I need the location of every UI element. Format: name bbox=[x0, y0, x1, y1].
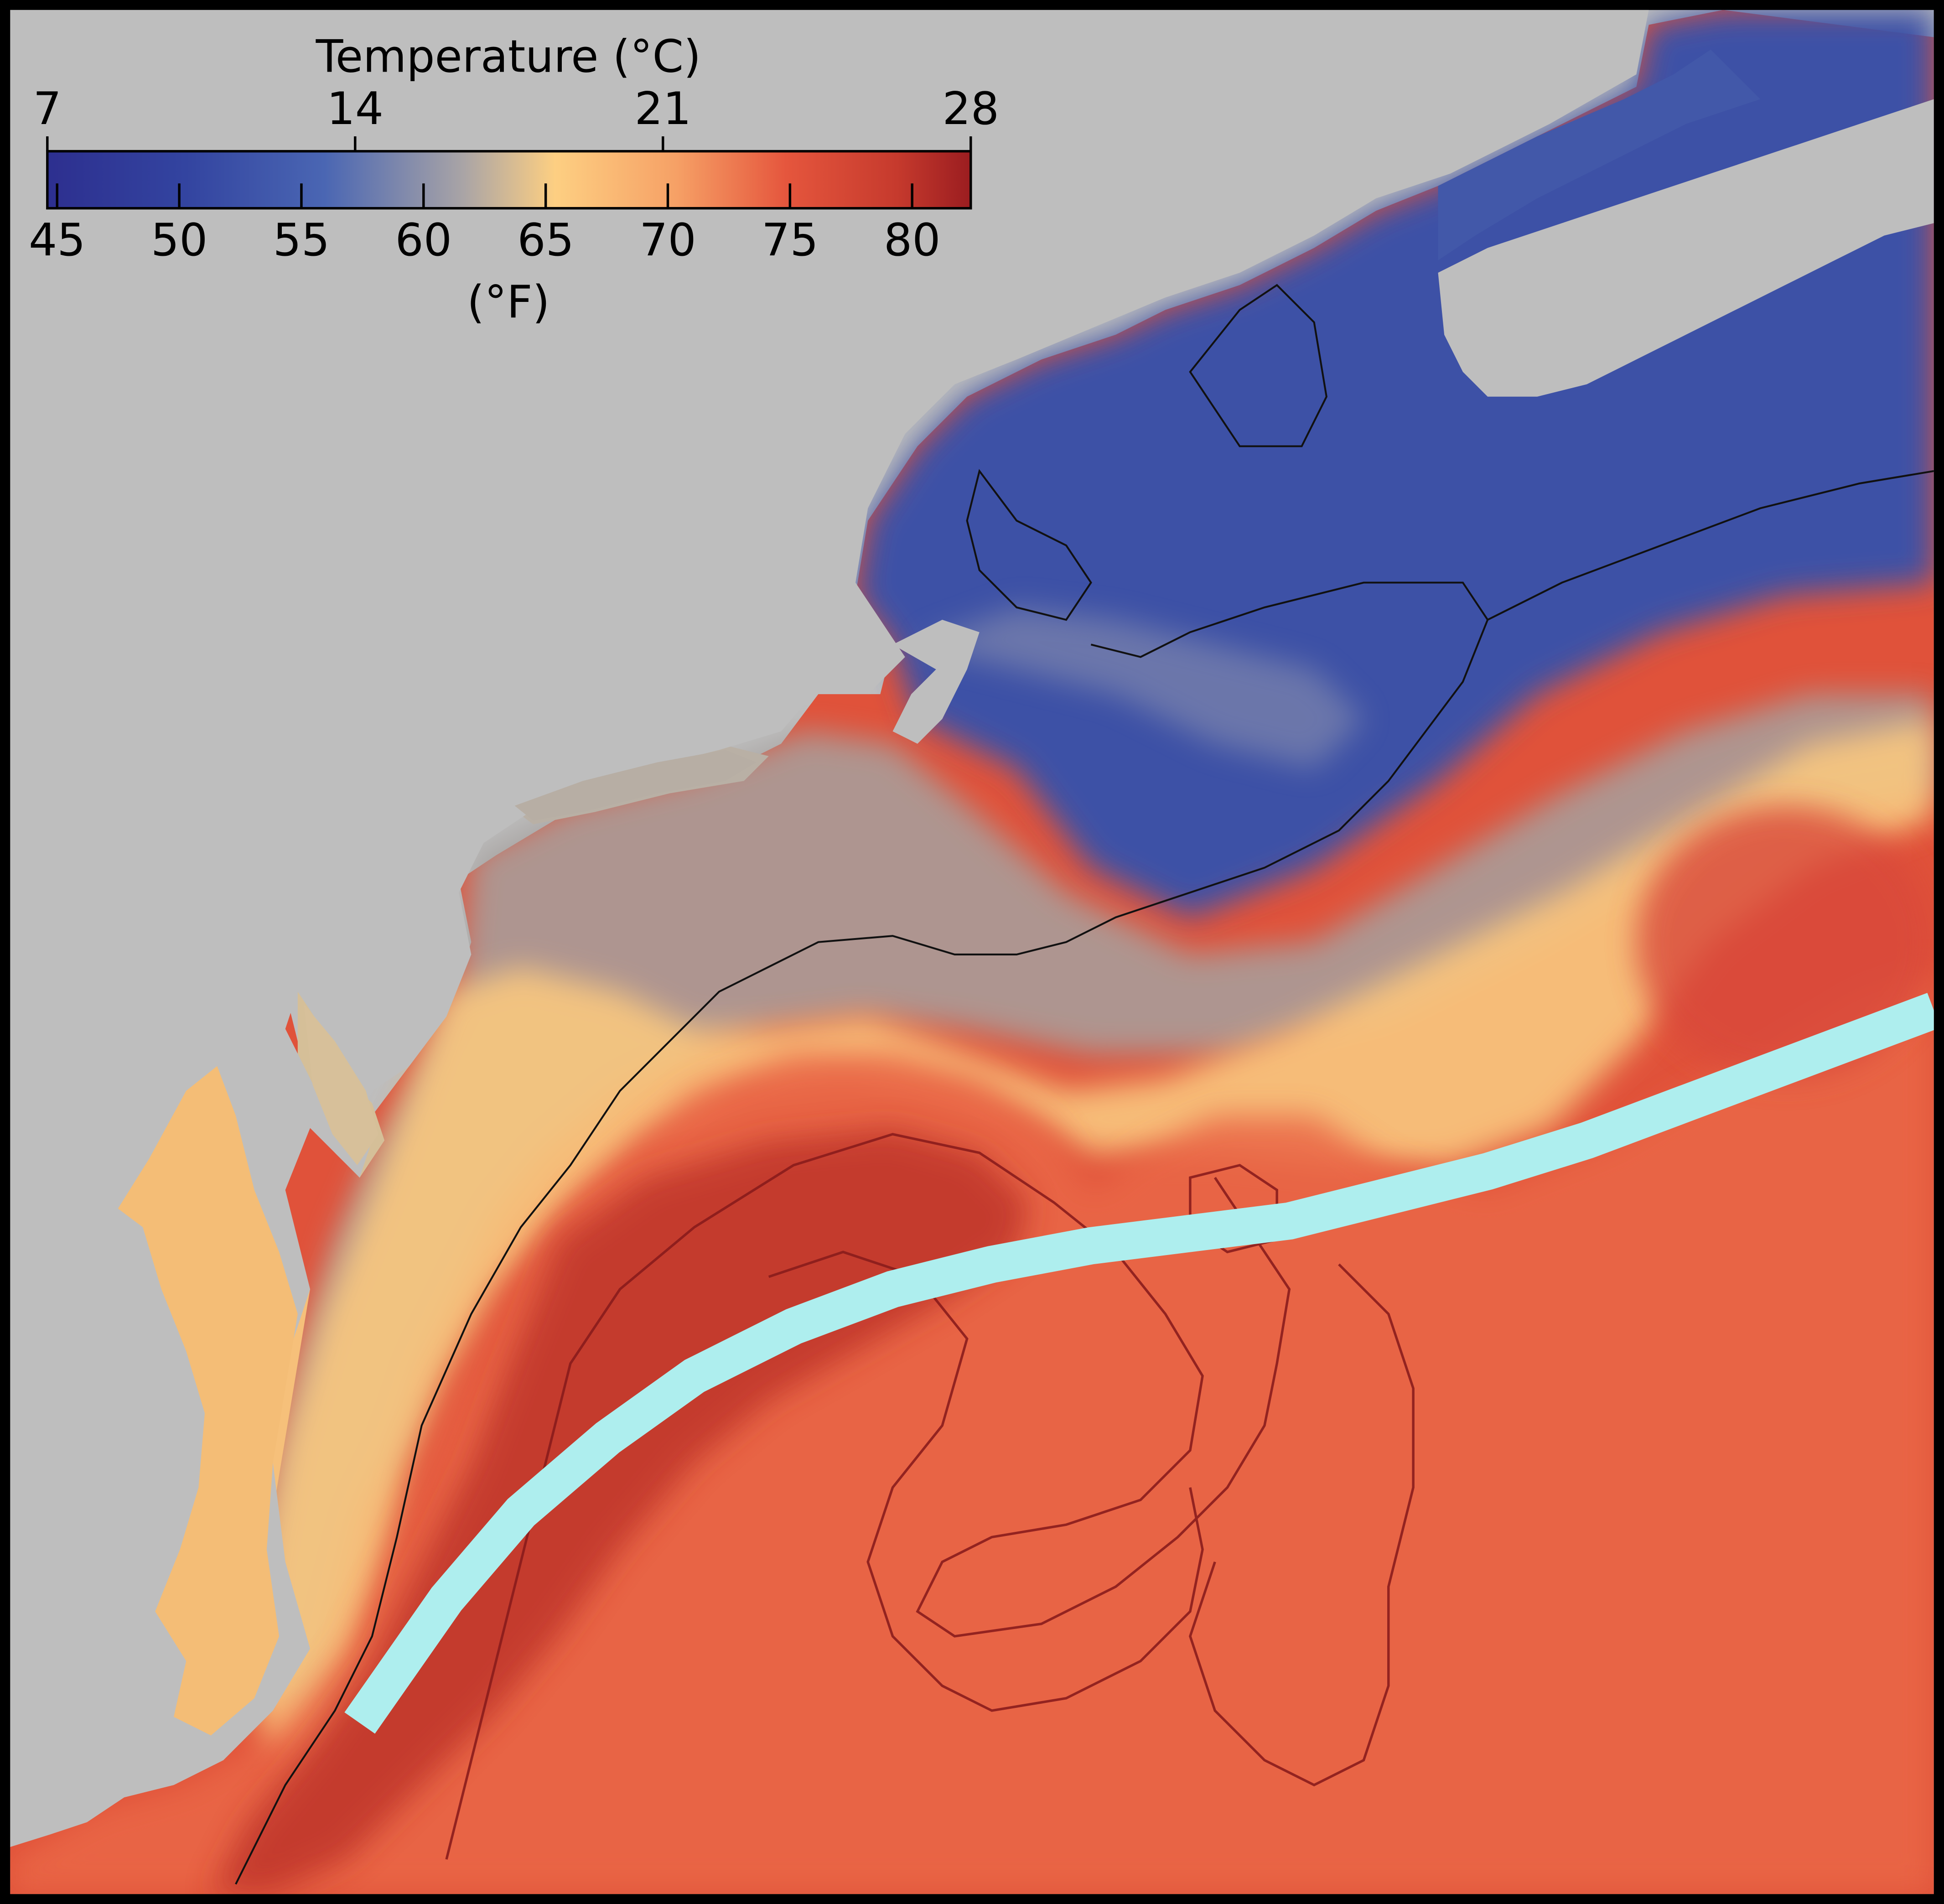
storm-track bbox=[344, 993, 1934, 1734]
cape-cod bbox=[892, 620, 980, 744]
celsius-tick-label: 7 bbox=[33, 83, 62, 135]
bays bbox=[118, 49, 1761, 1736]
bathymetry-contours bbox=[235, 284, 1934, 1885]
colorbar-gradient bbox=[46, 150, 972, 210]
nova-scotia bbox=[1438, 99, 1934, 397]
celsius-ticks: 7 14 21 28 bbox=[33, 83, 999, 151]
colorbar: Temperature (°C) 7 14 21 28 45 50 55 60 65 70 75 8… bbox=[29, 31, 999, 328]
fahrenheit-tick-label: 45 bbox=[29, 214, 86, 266]
bay-of-fundy-contour bbox=[1189, 284, 1327, 447]
celsius-tick-label: 28 bbox=[943, 83, 1000, 135]
warm-eddy bbox=[1636, 805, 1934, 1079]
continent-west bbox=[10, 10, 1649, 1847]
fahrenheit-tick-label: 50 bbox=[151, 214, 208, 266]
land-masses bbox=[10, 10, 1934, 1847]
georges-contour bbox=[1487, 470, 1934, 621]
gulf-of-maine-contour bbox=[966, 469, 1092, 621]
fahrenheit-tick-label: 70 bbox=[639, 214, 696, 266]
fahrenheit-tick-label: 60 bbox=[395, 214, 452, 266]
fahrenheit-ticks: 45 50 55 60 65 70 75 80 bbox=[29, 183, 941, 266]
colorbar-title: Temperature (°C) bbox=[316, 31, 701, 83]
fahrenheit-label: (°F) bbox=[467, 276, 550, 328]
fahrenheit-tick-label: 80 bbox=[884, 214, 941, 266]
celsius-tick-label: 14 bbox=[327, 83, 384, 135]
shelf-water-cream bbox=[248, 719, 1934, 1760]
celsius-tick-label: 21 bbox=[635, 83, 692, 135]
gulf-of-maine-patch bbox=[917, 607, 1364, 769]
fahrenheit-tick-label: 75 bbox=[762, 214, 819, 266]
fahrenheit-tick-label: 55 bbox=[273, 214, 330, 266]
shelf-break-contour bbox=[235, 581, 1489, 1885]
fahrenheit-tick-label: 65 bbox=[517, 214, 574, 266]
